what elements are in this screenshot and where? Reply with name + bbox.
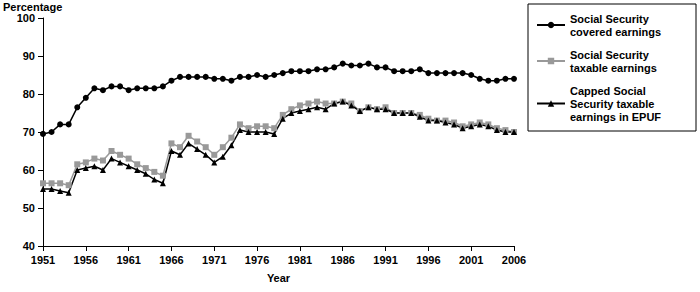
svg-text:1951: 1951 xyxy=(31,254,55,266)
svg-text:50: 50 xyxy=(23,202,35,214)
svg-text:1976: 1976 xyxy=(245,254,269,266)
svg-text:40: 40 xyxy=(23,240,35,252)
svg-text:1971: 1971 xyxy=(202,254,226,266)
svg-text:Capped Social: Capped Social xyxy=(570,85,649,97)
svg-text:1996: 1996 xyxy=(416,254,440,266)
svg-text:90: 90 xyxy=(23,50,35,62)
svg-text:1956: 1956 xyxy=(74,254,98,266)
svg-text:70: 70 xyxy=(23,126,35,138)
svg-text:Percentage: Percentage xyxy=(3,1,63,14)
svg-text:Social Security: Social Security xyxy=(570,49,652,61)
svg-text:covered earnings: covered earnings xyxy=(570,26,661,38)
svg-text:60: 60 xyxy=(23,164,35,176)
svg-text:2006: 2006 xyxy=(502,254,526,266)
svg-text:100: 100 xyxy=(17,12,35,24)
svg-text:1981: 1981 xyxy=(288,254,312,266)
svg-text:earnings in EPUF: earnings in EPUF xyxy=(570,111,661,123)
svg-text:1961: 1961 xyxy=(116,254,140,266)
svg-text:1991: 1991 xyxy=(373,254,397,266)
svg-text:Social Security: Social Security xyxy=(570,13,652,25)
svg-text:2001: 2001 xyxy=(459,254,483,266)
svg-text:1986: 1986 xyxy=(330,254,354,266)
svg-text:80: 80 xyxy=(23,88,35,100)
svg-text:1966: 1966 xyxy=(159,254,183,266)
svg-text:Security taxable: Security taxable xyxy=(570,98,657,110)
svg-text:Year: Year xyxy=(267,272,291,284)
svg-text:taxable earnings: taxable earnings xyxy=(570,62,657,74)
